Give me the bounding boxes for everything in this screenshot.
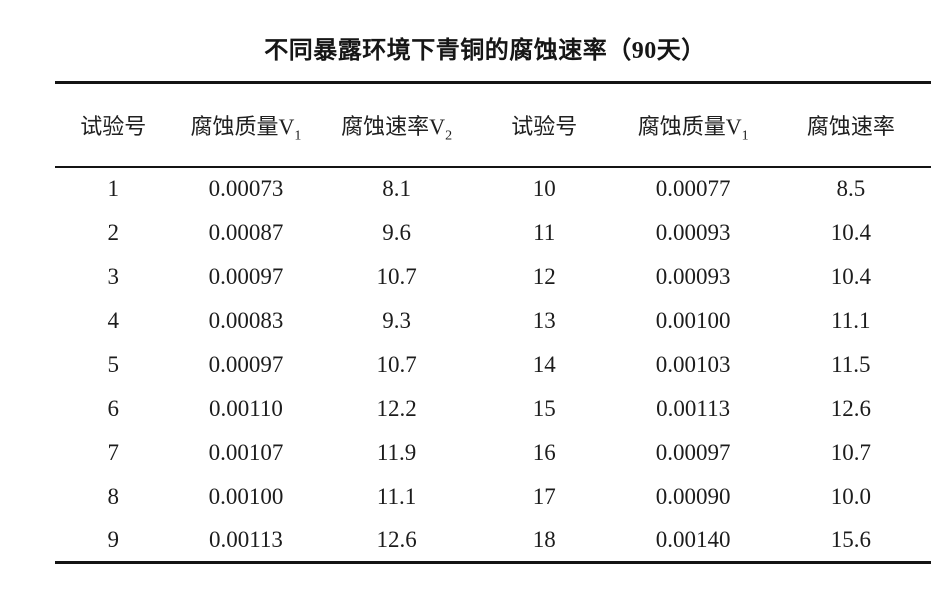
cell-corrosion-mass: 0.00107: [208, 439, 284, 465]
header-test-no-left: 试验号: [55, 82, 172, 168]
cell-corrosion-mass: 0.00083: [208, 307, 284, 333]
cell-test-no: 14: [532, 351, 556, 377]
cell-corrosion-mass: 0.00110: [209, 395, 283, 421]
cell-test-no: 4: [107, 307, 120, 333]
cell-corrosion-mass: 0.00097: [208, 351, 284, 377]
table-row: 2 0.00087 9.6 11 0.00093 10.4: [55, 211, 931, 255]
cell-corrosion-mass: 0.00097: [208, 263, 284, 289]
cell-corrosion-rate: 9.6: [382, 219, 411, 245]
cell-corrosion-rate: 10.7: [376, 351, 417, 377]
cell-test-no: 13: [532, 307, 556, 333]
cell-corrosion-mass: 0.00093: [655, 263, 731, 289]
cell-test-no: 9: [107, 526, 120, 552]
header-corrosion-mass-left: 腐蚀质量V1: [171, 82, 321, 168]
cell-test-no: 12: [532, 263, 556, 289]
cell-corrosion-mass: 0.00103: [655, 351, 731, 377]
header-subscript: 1: [741, 128, 749, 144]
cell-corrosion-mass: 0.00090: [655, 483, 731, 509]
table-row: 4 0.00083 9.3 13 0.00100 11.1: [55, 299, 931, 343]
cell-corrosion-rate: 10.7: [376, 263, 417, 289]
cell-test-no: 15: [532, 395, 556, 421]
cell-corrosion-mass: 0.00113: [656, 395, 731, 421]
cell-corrosion-mass: 0.00140: [655, 526, 731, 552]
cell-corrosion-mass: 0.00093: [655, 219, 731, 245]
cell-corrosion-rate: 10.0: [830, 483, 871, 509]
header-label: 腐蚀速率V: [341, 113, 446, 139]
cell-test-no: 6: [107, 395, 120, 421]
cell-corrosion-rate: 11.1: [376, 483, 417, 509]
cell-corrosion-rate: 15.6: [830, 526, 871, 552]
header-corrosion-rate-right: 腐蚀速率: [770, 82, 931, 168]
cell-corrosion-rate: 9.3: [382, 307, 411, 333]
header-label: 试验号: [80, 113, 147, 139]
header-label: 试验号: [511, 113, 578, 139]
cell-corrosion-mass: 0.00100: [655, 307, 731, 333]
header-row: 试验号 腐蚀质量V1 腐蚀速率V2 试验号 腐蚀质量V1 腐蚀速率: [55, 82, 931, 168]
header-label: 腐蚀质量V: [637, 113, 742, 139]
table-row: 3 0.00097 10.7 12 0.00093 10.4: [55, 255, 931, 299]
cell-corrosion-rate: 11.5: [831, 351, 871, 377]
corrosion-rate-table: 试验号 腐蚀质量V1 腐蚀速率V2 试验号 腐蚀质量V1 腐蚀速率 1 0.00…: [55, 81, 931, 564]
cell-corrosion-rate: 10.7: [830, 439, 871, 465]
cell-corrosion-rate: 10.4: [830, 263, 871, 289]
cell-test-no: 11: [533, 219, 556, 245]
cell-corrosion-rate: 11.9: [376, 439, 417, 465]
header-subscript: 1: [294, 128, 302, 144]
cell-test-no: 16: [532, 439, 556, 465]
cell-test-no: 10: [532, 176, 556, 201]
cell-test-no: 2: [107, 219, 120, 245]
cell-corrosion-mass: 0.00087: [208, 219, 284, 245]
header-label: 腐蚀速率: [806, 113, 895, 139]
header-corrosion-rate-left: 腐蚀速率V2: [320, 82, 473, 168]
table-row: 9 0.00113 12.6 18 0.00140 15.6: [55, 519, 931, 563]
cell-corrosion-rate: 12.6: [376, 526, 417, 552]
cell-test-no: 3: [107, 263, 120, 289]
cell-corrosion-rate: 10.4: [830, 219, 871, 245]
cell-corrosion-rate: 12.2: [376, 395, 417, 421]
cell-corrosion-rate: 11.1: [831, 307, 871, 333]
cell-corrosion-mass: 0.00097: [655, 439, 731, 465]
table-row: 8 0.00100 11.1 17 0.00090 10.0: [55, 475, 931, 519]
cell-corrosion-mass: 0.00077: [655, 176, 731, 201]
cell-corrosion-mass: 0.00073: [208, 176, 284, 201]
cell-test-no: 5: [107, 351, 120, 377]
cell-corrosion-rate: 8.1: [382, 176, 411, 201]
cell-test-no: 8: [107, 483, 120, 509]
table-row: 5 0.00097 10.7 14 0.00103 11.5: [55, 343, 931, 387]
page-title: 不同暴露环境下青铜的腐蚀速率（90天）: [264, 38, 706, 64]
table-row: 1 0.00073 8.1 10 0.00077 8.5: [55, 167, 931, 211]
cell-test-no: 17: [532, 483, 556, 509]
header-subscript: 2: [445, 128, 453, 144]
header-corrosion-mass-right: 腐蚀质量V1: [615, 82, 771, 168]
header-test-no-right: 试验号: [472, 82, 616, 168]
cell-test-no: 18: [532, 526, 556, 552]
table-row: 7 0.00107 11.9 16 0.00097 10.7: [55, 431, 931, 475]
cell-test-no: 7: [107, 439, 120, 465]
header-label: 腐蚀质量V: [190, 113, 295, 139]
cell-test-no: 1: [107, 176, 120, 201]
cell-corrosion-mass: 0.00100: [208, 483, 284, 509]
table-row: 6 0.00110 12.2 15 0.00113 12.6: [55, 387, 931, 431]
cell-corrosion-rate: 12.6: [830, 395, 871, 421]
cell-corrosion-mass: 0.00113: [209, 526, 283, 552]
cell-corrosion-rate: 8.5: [836, 176, 866, 201]
